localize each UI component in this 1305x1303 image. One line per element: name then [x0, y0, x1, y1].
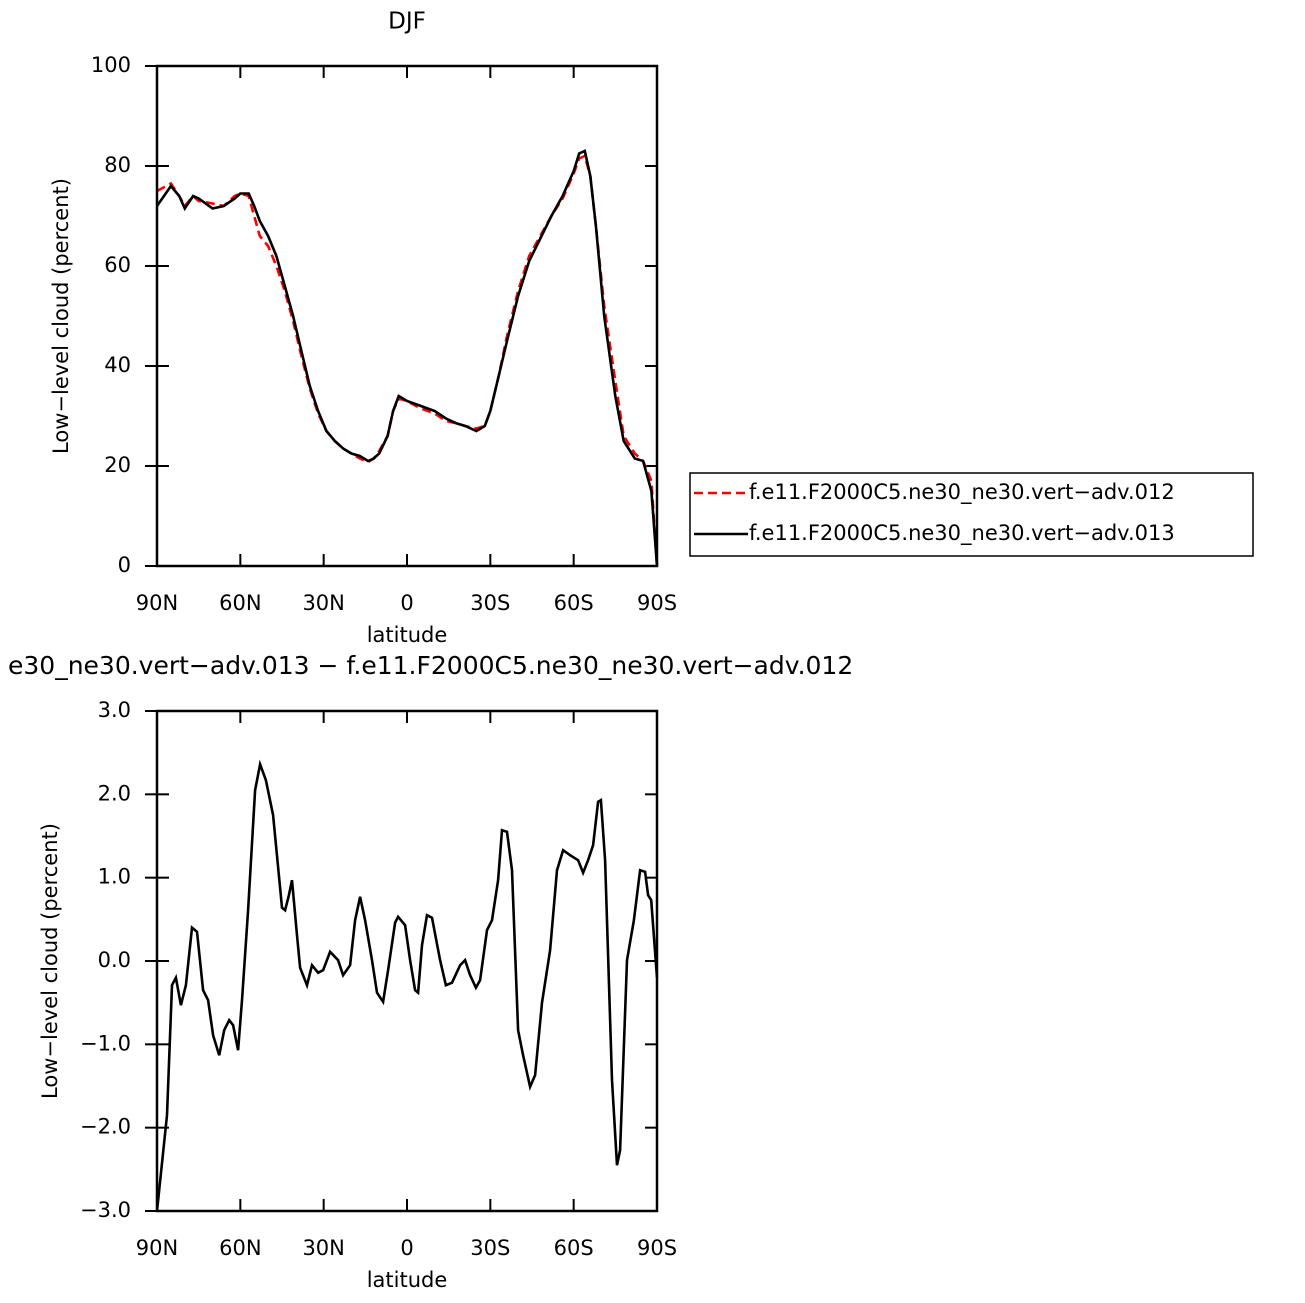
y-axis-label: Low−level cloud (percent) [49, 178, 73, 454]
y-tick-label: 20 [104, 453, 131, 477]
y-tick-label: 60 [104, 253, 131, 277]
x-tick-label: 60N [219, 591, 261, 615]
chart-title: DJF [388, 9, 426, 35]
x-tick-label: 30S [470, 1236, 510, 1260]
legend-box [689, 472, 1254, 557]
x-tick-label: 30S [470, 591, 510, 615]
x-tick-label: 0 [400, 1236, 413, 1260]
x-tick-label: 90N [136, 1236, 178, 1260]
x-tick-label: 60S [554, 591, 594, 615]
x-tick-label: 60S [554, 1236, 594, 1260]
data-line [156, 154, 659, 567]
x-tick-label: 60N [219, 1236, 261, 1260]
y-tick-label: −1.0 [80, 1031, 131, 1055]
x-tick-label: 90S [637, 591, 677, 615]
y-tick-label: 100 [91, 53, 131, 77]
x-tick-label: 90N [136, 591, 178, 615]
y-tick-label: 3.0 [98, 698, 131, 722]
y-tick-label: 0.0 [98, 948, 131, 972]
x-tick-label: 90S [637, 1236, 677, 1260]
y-tick-label: 40 [104, 353, 131, 377]
plot-frame [155, 709, 659, 1213]
x-axis-label: latitude [367, 623, 448, 647]
data-line [155, 759, 659, 1212]
y-tick-label: 80 [104, 153, 131, 177]
x-tick-label: 30N [302, 1236, 344, 1260]
x-tick-label: 30N [302, 591, 344, 615]
data-line [155, 149, 659, 567]
legend-label: f.e11.F2000C5.ne30_ne30.vert−adv.013 [749, 521, 1175, 546]
y-axis-label: Low−level cloud (percent) [38, 823, 62, 1099]
plot-frame [155, 64, 659, 568]
x-tick-label: 0 [400, 591, 413, 615]
y-tick-label: 2.0 [98, 781, 131, 805]
y-tick-label: 0 [118, 553, 131, 577]
y-tick-label: 1.0 [98, 865, 131, 889]
y-tick-label: −3.0 [80, 1198, 131, 1222]
x-axis-label: latitude [367, 1268, 448, 1292]
y-tick-label: −2.0 [80, 1115, 131, 1139]
chart-title: e30_ne30.vert−adv.013 − f.e11.F2000C5.ne… [8, 651, 853, 680]
legend-label: f.e11.F2000C5.ne30_ne30.vert−adv.012 [749, 480, 1175, 505]
